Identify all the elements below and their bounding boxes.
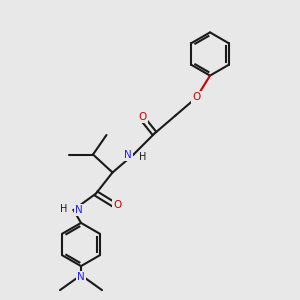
- Text: O: O: [138, 112, 147, 122]
- Text: O: O: [113, 200, 121, 211]
- Text: H: H: [59, 203, 67, 214]
- Text: H: H: [139, 152, 146, 163]
- Text: O: O: [192, 92, 201, 103]
- Text: N: N: [124, 149, 132, 160]
- Text: N: N: [75, 205, 83, 215]
- Text: N: N: [77, 272, 85, 282]
